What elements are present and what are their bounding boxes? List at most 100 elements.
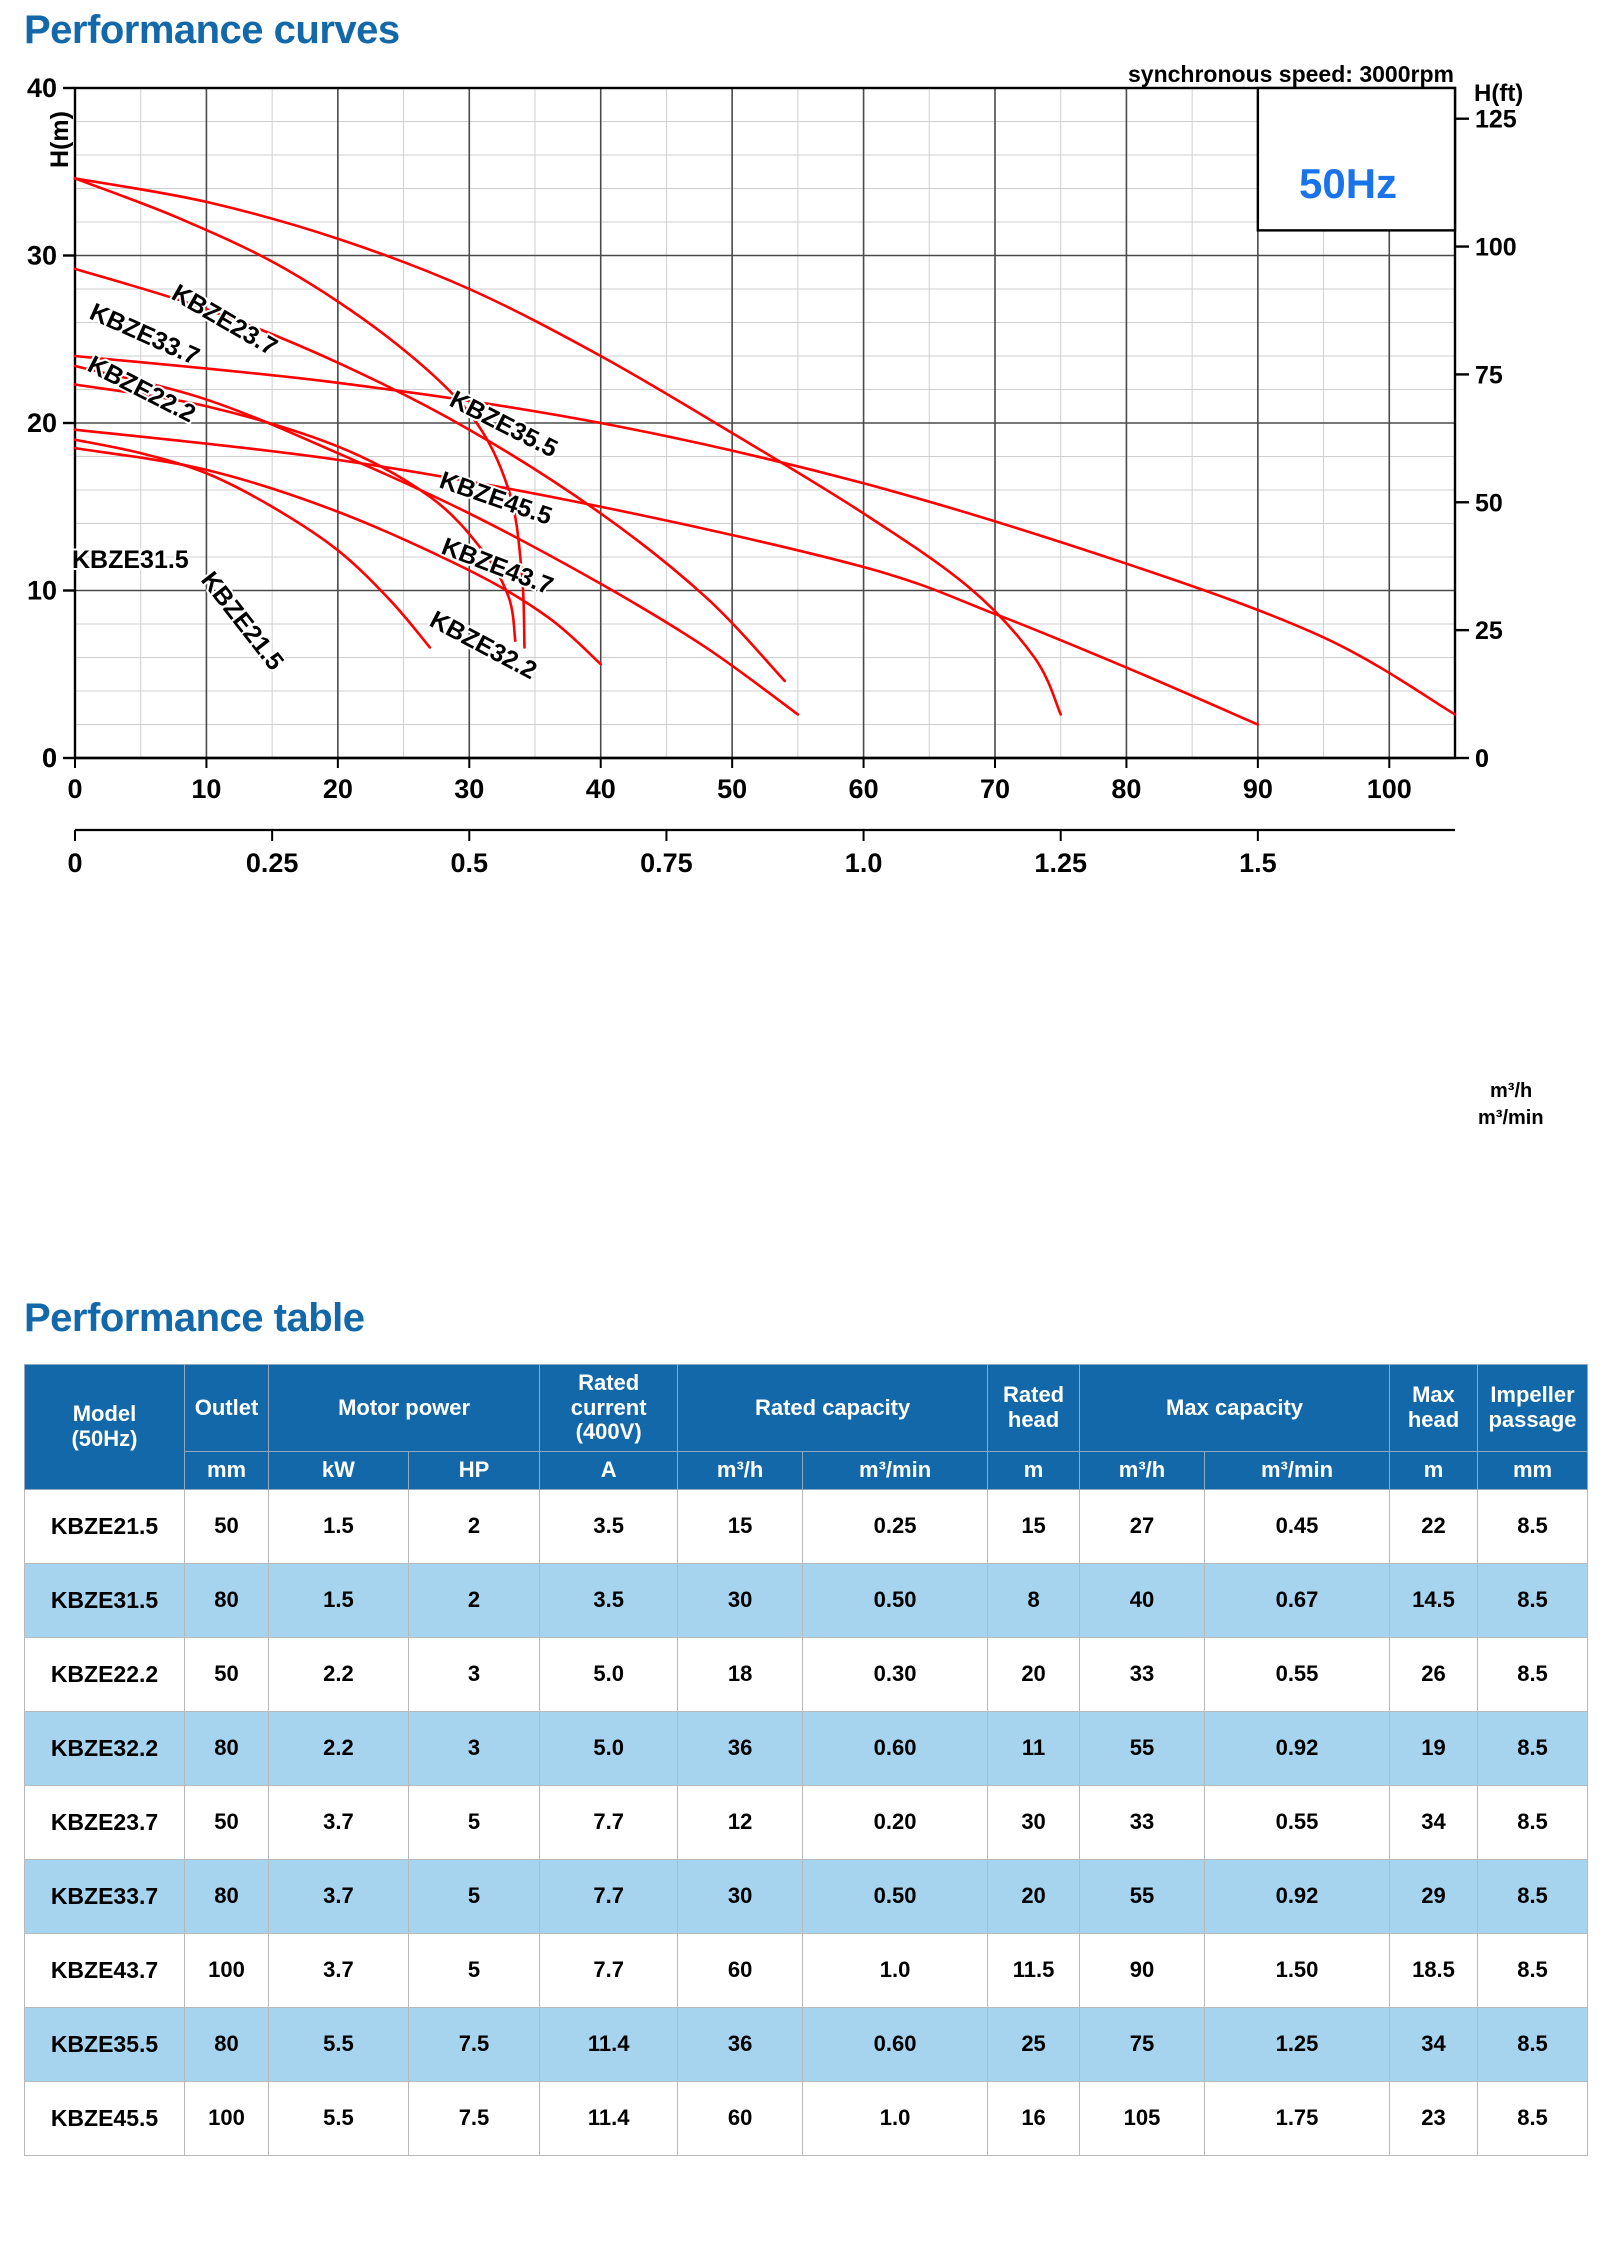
tick-label-x-secondary: 0.75 [640, 848, 693, 878]
cell-rated-head: 30 [987, 1784, 1081, 1860]
cell-hp: 2 [407, 1562, 541, 1638]
cell-rated-head: 16 [987, 2080, 1081, 2156]
cell-mc-m3h: 55 [1079, 1858, 1205, 1934]
tick-label-x-secondary: 0 [67, 848, 82, 878]
curve-label-group: KBZE31.5 [70, 544, 191, 576]
table-header-row-1: Model (50Hz) Outlet Motor power Rated cu… [24, 1364, 1588, 1490]
unit-max-head-m: m [1389, 1450, 1478, 1490]
cell-amp: 3.5 [539, 1562, 679, 1638]
x-axis-primary-unit: m³/h [1490, 1080, 1533, 1102]
tick-label-left-axis: 0 [42, 743, 57, 773]
curve-label-kbze31.5: KBZE31.5 [72, 546, 189, 574]
tick-label-left-axis: 20 [27, 408, 57, 438]
table-row: KBZE23.7 50 3.7 5 7.7 12 0.20 30 33 0.55 34 8.5 [24, 1784, 1588, 1860]
curve-label-group: KBZE45.5 [434, 464, 558, 533]
tick-label-right-axis: 75 [1475, 361, 1503, 389]
performance-table: Model (50Hz) Outlet Motor power Rated cu… [24, 1364, 1588, 2156]
cell-rc-m3h: 36 [677, 2006, 804, 2082]
tick-label-right-axis: 100 [1475, 234, 1517, 262]
col-header-impeller-line1: Impeller [1490, 1382, 1575, 1408]
tick-label-x-primary: 90 [1243, 774, 1273, 804]
unit-outlet: mm [184, 1450, 269, 1490]
cell-rated-head: 20 [987, 1858, 1081, 1934]
cell-kw: 3.7 [268, 1932, 409, 2008]
zero-label-left: 0 [42, 743, 57, 773]
cell-model: KBZE31.5 [24, 1562, 185, 1638]
col-header-rated-head-line2: head [1007, 1406, 1060, 1432]
cell-mc-m3min: 0.92 [1204, 1858, 1390, 1934]
cell-kw: 2.2 [268, 1710, 409, 1786]
unit-max-capacity-m3h: m³/h [1079, 1450, 1205, 1490]
cell-impeller: 8.5 [1477, 1488, 1588, 1564]
cell-outlet: 80 [184, 2006, 269, 2082]
unit-kw: kW [268, 1450, 409, 1490]
cell-amp: 11.4 [539, 2006, 679, 2082]
table-header-row-2: mm kW HP A m³/h m³/min m m³/h m³/min m m… [25, 1450, 1588, 1490]
col-header-model-line2: (50Hz) [71, 1425, 138, 1451]
curve-kbze35.5 [73, 177, 1063, 716]
cell-model: KBZE43.7 [24, 1932, 185, 2008]
cell-model: KBZE35.5 [24, 2006, 185, 2082]
curve-kbze31.5 [73, 446, 603, 666]
tick-label-x-primary: 10 [191, 774, 221, 804]
cell-kw: 3.7 [268, 1858, 409, 1934]
tick-label-right-axis: 25 [1475, 617, 1503, 645]
cell-impeller: 8.5 [1477, 1636, 1588, 1712]
cell-mc-m3h: 33 [1079, 1784, 1205, 1860]
cell-rc-m3h: 36 [677, 1710, 804, 1786]
col-header-model: Model (50Hz) [24, 1364, 185, 1490]
col-header-impeller-line2: passage [1488, 1406, 1577, 1432]
col-header-impeller-passage: Impeller passage [1477, 1364, 1588, 1452]
cell-model: KBZE45.5 [24, 2080, 185, 2156]
unit-rated-capacity-m3min: m³/min [802, 1450, 989, 1490]
cell-max-head: 14.5 [1389, 1562, 1478, 1638]
cell-mc-m3h: 55 [1079, 1710, 1205, 1786]
tick-label-left-axis: 30 [27, 241, 57, 271]
tick-label-x-secondary: 0.5 [451, 848, 489, 878]
cell-hp: 7.5 [407, 2006, 541, 2082]
cell-outlet: 80 [184, 1710, 269, 1786]
cell-outlet: 50 [184, 1636, 269, 1712]
cell-kw: 5.5 [268, 2080, 409, 2156]
table-row: KBZE45.5 100 5.5 7.5 11.4 60 1.0 16 105 1.75 23 8.5 [24, 2080, 1588, 2156]
tick-label-x-primary: 70 [980, 774, 1010, 804]
cell-mc-m3h: 90 [1079, 1932, 1205, 2008]
synchronous-speed-note: synchronous speed: 3000rpm [1128, 61, 1454, 87]
unit-hp: HP [407, 1450, 541, 1490]
cell-outlet: 50 [184, 1784, 269, 1860]
curve-label-kbze35.5: KBZE35.5 [445, 385, 562, 463]
curve-label-group: KBZE21.5 [193, 564, 291, 677]
cell-impeller: 8.5 [1477, 1858, 1588, 1934]
cell-rated-head: 20 [987, 1636, 1081, 1712]
curve-kbze22.2 [73, 383, 517, 643]
tick-label-x-secondary: 1.25 [1034, 848, 1087, 878]
tick-label-x-secondary: 1.5 [1239, 848, 1277, 878]
tick-label-right-axis: 0 [1475, 745, 1489, 773]
col-header-outlet: Outlet [184, 1364, 269, 1452]
cell-amp: 11.4 [539, 2080, 679, 2156]
cell-rc-m3min: 0.25 [802, 1488, 989, 1564]
col-header-rated-head: Rated head [987, 1364, 1081, 1452]
cell-mc-m3h: 40 [1079, 1562, 1205, 1638]
cell-model: KBZE21.5 [24, 1488, 185, 1564]
curve-kbze32.2 [73, 364, 800, 716]
cell-kw: 5.5 [268, 2006, 409, 2082]
cell-hp: 3 [407, 1710, 541, 1786]
cell-model: KBZE32.2 [24, 1710, 185, 1786]
tick-label-x-primary: 0 [67, 774, 82, 804]
col-header-rated-capacity: Rated capacity [677, 1364, 989, 1452]
chart-canvas: 0 10 20 30 40 0 25 50 75 100 125 0 10 20 30 40 50 60 70 80 9… [27, 73, 1517, 878]
cell-rc-m3min: 0.20 [802, 1784, 989, 1860]
cell-max-head: 34 [1389, 1784, 1478, 1860]
cell-rc-m3h: 18 [677, 1636, 804, 1712]
cell-mc-m3min: 0.92 [1204, 1710, 1390, 1786]
cell-rated-head: 8 [987, 1562, 1081, 1638]
cell-impeller: 8.5 [1477, 1932, 1588, 2008]
performance-curves-chart: 0 10 20 30 40 0 25 50 75 100 125 0 10 20 30 40 50 60 70 80 9… [0, 60, 1615, 1240]
cell-outlet: 100 [184, 2080, 269, 2156]
cell-outlet: 80 [184, 1858, 269, 1934]
cell-amp: 5.0 [539, 1710, 679, 1786]
cell-mc-m3min: 1.25 [1204, 2006, 1390, 2082]
cell-rc-m3h: 60 [677, 2080, 804, 2156]
curve-label-kbze45.5: KBZE45.5 [436, 466, 556, 531]
